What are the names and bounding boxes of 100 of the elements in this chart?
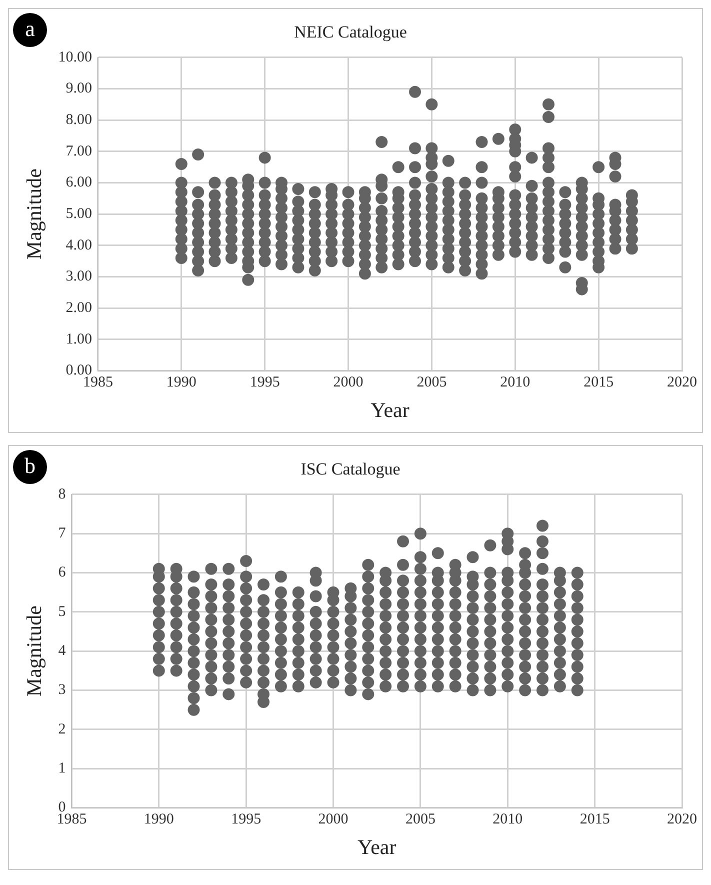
point — [362, 558, 374, 571]
point — [397, 610, 410, 622]
point — [362, 582, 374, 594]
point — [258, 676, 270, 688]
point — [152, 594, 165, 606]
point — [152, 664, 165, 677]
point — [571, 672, 584, 685]
point — [344, 649, 357, 662]
point — [188, 704, 200, 716]
point — [414, 656, 426, 669]
y-tick-label: 1 — [58, 760, 66, 777]
point — [188, 570, 200, 583]
point — [362, 606, 374, 618]
point — [466, 637, 479, 650]
point — [292, 645, 304, 658]
point — [258, 606, 270, 618]
point — [225, 176, 238, 189]
point — [449, 610, 462, 622]
point — [502, 598, 514, 610]
y-tick-label: 10.00 — [58, 49, 92, 66]
point — [310, 664, 322, 677]
point — [442, 176, 454, 189]
point — [170, 582, 182, 594]
point — [222, 562, 235, 575]
point — [240, 652, 252, 665]
point — [380, 598, 392, 610]
point — [292, 656, 304, 669]
point — [554, 598, 566, 610]
point — [258, 189, 271, 202]
point — [502, 610, 514, 622]
point — [397, 598, 410, 610]
point — [222, 590, 235, 602]
point — [519, 590, 532, 602]
y-tick-label: 8 — [58, 486, 66, 502]
point — [170, 618, 182, 630]
point — [449, 586, 462, 598]
point — [476, 136, 488, 148]
point — [192, 148, 204, 161]
point — [397, 645, 410, 658]
point — [519, 649, 532, 662]
point — [571, 626, 584, 638]
point — [188, 598, 200, 610]
point — [240, 664, 252, 677]
point — [432, 656, 444, 669]
point — [274, 633, 287, 646]
point — [414, 574, 426, 587]
point — [476, 161, 488, 174]
point — [466, 614, 479, 626]
y-tick-label: 4 — [58, 643, 66, 660]
point — [152, 618, 165, 630]
point — [414, 645, 426, 658]
point — [310, 606, 322, 618]
point — [344, 660, 357, 673]
point — [542, 176, 555, 189]
point — [502, 622, 514, 634]
y-tick-label: 6.00 — [66, 174, 92, 191]
point — [409, 226, 422, 239]
point — [152, 606, 165, 618]
point — [592, 161, 605, 174]
point — [188, 586, 200, 598]
point — [170, 652, 182, 665]
point — [502, 633, 514, 646]
point — [380, 586, 392, 598]
point — [376, 136, 388, 148]
x-tick-label: 1985 — [82, 374, 113, 391]
point — [327, 664, 340, 677]
point — [222, 688, 235, 700]
point — [344, 602, 357, 614]
point — [542, 142, 555, 154]
point — [170, 606, 182, 618]
point — [519, 602, 532, 614]
x-tick-label: 1995 — [250, 374, 280, 391]
point — [258, 594, 270, 606]
point — [484, 602, 496, 614]
point — [519, 684, 532, 696]
y-tick-label: 5 — [58, 604, 66, 620]
x-tick-label: 2010 — [500, 374, 530, 391]
point — [502, 586, 514, 598]
point — [170, 594, 182, 606]
point — [276, 202, 288, 214]
point — [242, 274, 254, 286]
point — [362, 664, 374, 677]
point — [192, 198, 204, 211]
point — [536, 660, 549, 673]
point — [554, 656, 566, 669]
point — [502, 668, 514, 681]
point — [526, 152, 538, 164]
y-tick-label: 8.00 — [66, 112, 92, 128]
point — [362, 676, 374, 688]
point — [536, 547, 549, 560]
point — [205, 626, 218, 638]
y-tick-label: 3.00 — [66, 268, 92, 285]
x-tick-label: 2020 — [667, 374, 697, 391]
point — [258, 176, 271, 189]
point — [519, 578, 532, 591]
point — [536, 672, 549, 685]
point — [380, 680, 392, 692]
point — [449, 645, 462, 658]
point — [432, 610, 444, 622]
point — [225, 196, 238, 208]
